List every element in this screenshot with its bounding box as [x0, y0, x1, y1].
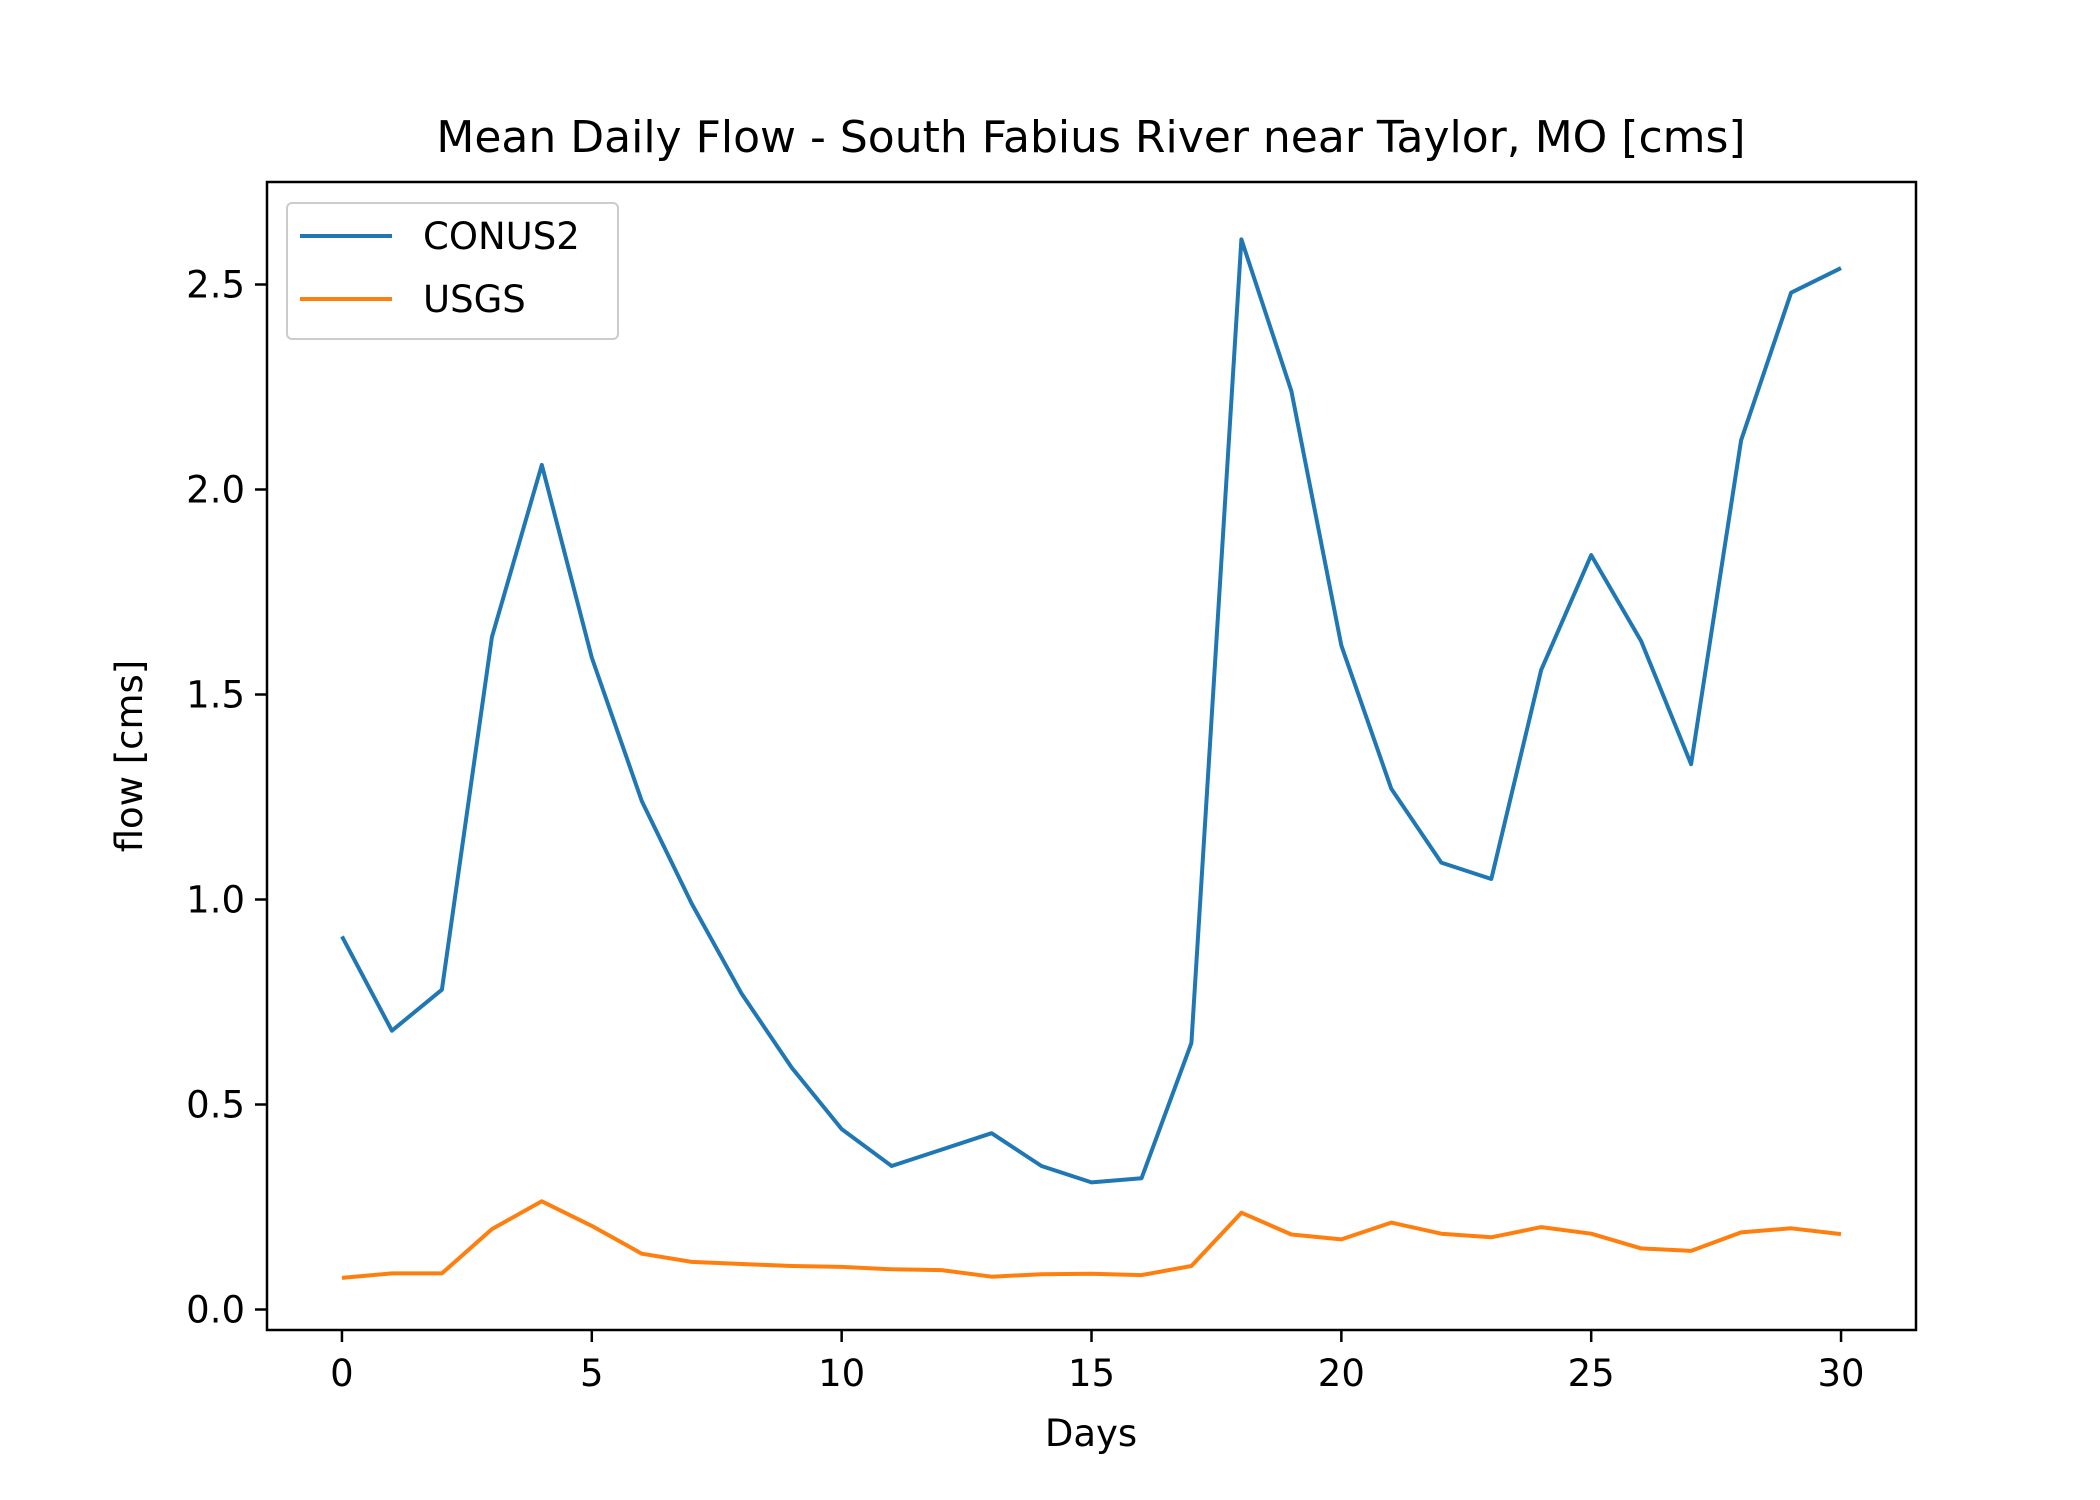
legend: CONUS2 USGS [286, 202, 619, 340]
x-tick-label: 25 [1568, 1352, 1615, 1395]
x-axis-label: Days [1045, 1412, 1137, 1455]
x-tick-label: 15 [1068, 1352, 1115, 1395]
y-axis-label: flow [cms] [108, 660, 151, 853]
y-axis-ticks: 0.0 0.5 1.0 1.5 2.0 2.5 [186, 264, 267, 1332]
x-tick-label: 10 [818, 1352, 865, 1395]
legend-label-usgs: USGS [423, 278, 526, 321]
y-tick-label: 0.0 [186, 1289, 245, 1332]
y-tick-label: 1.5 [186, 674, 245, 717]
y-tick-label: 1.0 [186, 879, 245, 922]
chart-title: Mean Daily Flow - South Fabius River nea… [436, 112, 1745, 163]
axes-frame [265, 180, 1918, 1332]
series-line-usgs [341, 1199, 1842, 1280]
x-tick-label: 0 [330, 1352, 354, 1395]
plot-area [340, 237, 1842, 1280]
x-axis-ticks: 0 5 10 15 20 25 30 [330, 1330, 1865, 1395]
y-tick-label: 2.5 [186, 264, 245, 307]
legend-label-conus2: CONUS2 [423, 215, 580, 258]
y-tick-label: 2.0 [186, 469, 245, 512]
x-tick-label: 5 [580, 1352, 604, 1395]
y-tick-label: 0.5 [186, 1084, 245, 1127]
series-line-conus2 [340, 237, 1842, 1185]
x-tick-label: 20 [1318, 1352, 1365, 1395]
x-tick-label: 30 [1817, 1352, 1864, 1395]
